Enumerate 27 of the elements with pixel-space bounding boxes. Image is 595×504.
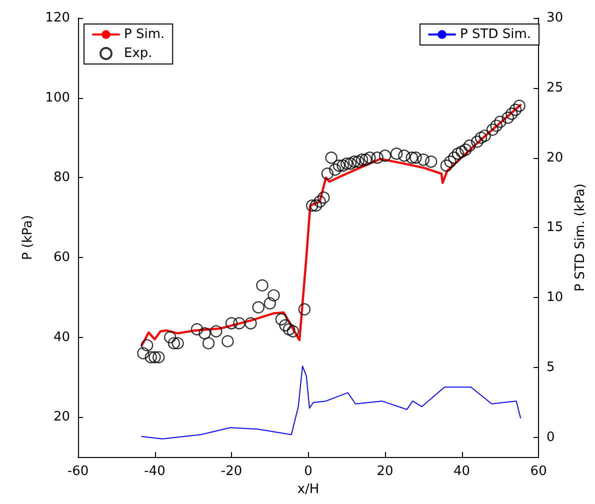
x-tick-label: 40 xyxy=(454,464,470,479)
x-axis-title: x/H xyxy=(297,482,320,497)
y2-tick-label: 30 xyxy=(546,10,564,26)
y-axis-title: P (kPa) xyxy=(20,215,36,260)
x-tick-label: 0 xyxy=(304,464,312,479)
x-tick-label: -40 xyxy=(144,464,166,479)
x-tick-label: -60 xyxy=(67,464,89,479)
y2-tick-label: 10 xyxy=(546,290,564,306)
y2-tick-label: 5 xyxy=(546,360,555,376)
y-tick-label: 40 xyxy=(53,330,70,345)
y-tick-label: 20 xyxy=(53,410,70,425)
y2-tick-label: 25 xyxy=(546,80,564,96)
line-series xyxy=(141,366,522,440)
legend-label: P STD Sim. xyxy=(460,27,531,42)
legend-label: Exp. xyxy=(124,46,152,61)
legend-label: P Sim. xyxy=(124,27,165,42)
y2-tick-label: 20 xyxy=(546,150,564,166)
x-tick-label: 20 xyxy=(376,464,394,479)
y-tick-label: 120 xyxy=(45,10,70,26)
y2-tick-label: 15 xyxy=(546,220,564,236)
y-tick-label: 80 xyxy=(53,170,70,186)
x-tick-label: 60 xyxy=(530,464,547,479)
x-tick-label: -20 xyxy=(220,464,242,479)
y2-axis-title: P STD Sim. (kPa) xyxy=(573,184,588,292)
y-tick-label: 60 xyxy=(53,250,70,265)
y-tick-label: 100 xyxy=(45,90,70,106)
y2-tick-label: 0 xyxy=(546,430,555,445)
